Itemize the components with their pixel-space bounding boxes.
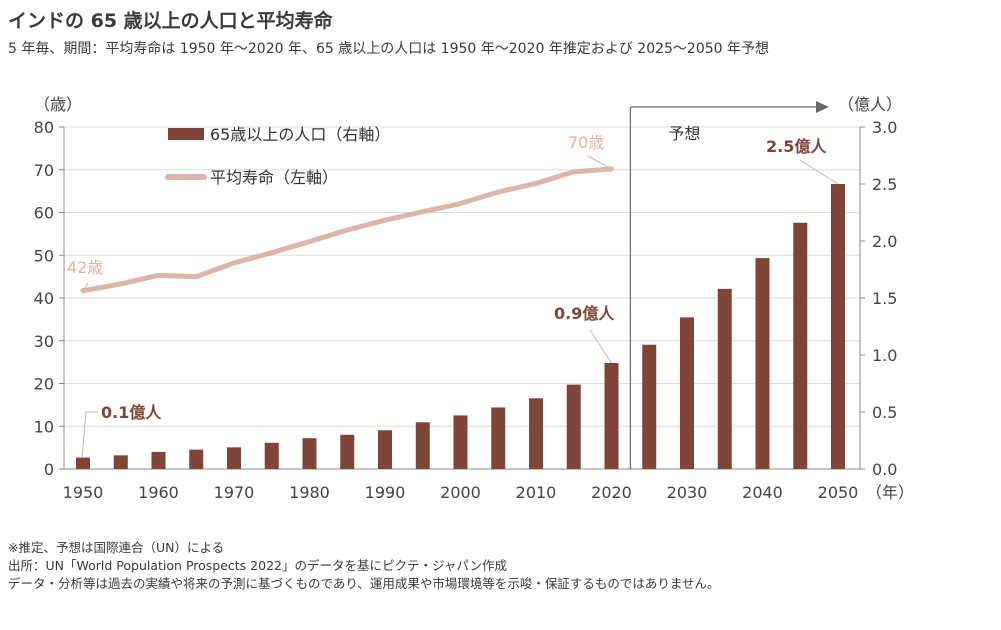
bar <box>378 430 392 469</box>
annotation-bar-2020-leader <box>589 329 612 364</box>
bar <box>491 407 506 469</box>
annotation-life-1950-leader <box>82 282 89 292</box>
x-tick-label: 2020 <box>591 483 632 502</box>
bar <box>415 422 430 469</box>
forecast-label: 予想 <box>668 124 700 143</box>
footnote-disclaimer: データ・分析等は過去の実績や将来の予測に基づくものであり、運用成果や市場環境等を… <box>8 576 720 591</box>
left-tick-label: 30 <box>34 332 54 351</box>
left-axis-unit: （歳） <box>34 95 82 114</box>
x-tick-label: 2040 <box>742 483 783 502</box>
right-tick-label: 2.5 <box>872 175 897 194</box>
bar <box>113 455 128 469</box>
x-tick-label: 1960 <box>138 483 179 502</box>
bar <box>227 447 241 469</box>
x-tick-label: 1980 <box>289 483 330 502</box>
bar <box>642 344 657 469</box>
left-tick-label: 50 <box>34 246 54 265</box>
chart-title: インドの 65 歳以上の人口と平均寿命 <box>8 10 333 32</box>
chart: 010203040506070800.00.51.01.52.02.53.019… <box>34 95 914 502</box>
bar <box>831 184 845 469</box>
bar <box>717 288 732 469</box>
annotation-life-2020: 70歳 <box>568 133 604 152</box>
x-tick-label: 1950 <box>63 483 104 502</box>
annotation-life-2020-leader <box>587 155 612 170</box>
legend-label-bar: 65歳以上の人口（右軸） <box>210 125 390 144</box>
annotation-bar-1950: 0.1億人 <box>101 403 162 422</box>
left-tick-label: 10 <box>34 417 54 436</box>
bar <box>76 457 90 469</box>
footnote-source: 出所：UN「World Population Prospects 2022」のデ… <box>8 558 507 573</box>
x-tick-label: 1990 <box>365 483 406 502</box>
right-tick-label: 1.0 <box>872 346 897 365</box>
right-tick-label: 0.5 <box>872 403 897 422</box>
bar <box>302 438 317 469</box>
left-tick-label: 60 <box>34 204 54 223</box>
bar <box>529 398 543 469</box>
annotation-bar-2050-leader <box>799 159 839 185</box>
legend: 65歳以上の人口（右軸） 平均寿命（左軸） <box>165 125 390 187</box>
right-tick-label: 0.0 <box>872 460 897 479</box>
forecast-marker: 予想 <box>629 101 829 469</box>
bar <box>793 222 808 469</box>
bar <box>755 258 770 469</box>
line-series <box>80 166 614 294</box>
x-tick-label: 2050 <box>818 483 859 502</box>
x-tick-label: 2010 <box>516 483 557 502</box>
annotations: 42歳 70歳 0.1億人 0.9億人 2.5億人 <box>67 133 839 458</box>
bar-series <box>76 184 845 469</box>
bar <box>566 384 581 469</box>
left-tick-label: 80 <box>34 118 54 137</box>
right-tick-label: 1.5 <box>872 289 897 308</box>
chart-subtitle: 5 年毎、期間：平均寿命は 1950 年～2020 年、65 歳以上の人口は 1… <box>8 41 769 57</box>
x-axis-unit: （年） <box>866 483 914 502</box>
x-tick-label: 2000 <box>440 483 481 502</box>
left-tick-label: 0 <box>44 460 54 479</box>
annotation-bar-2020: 0.9億人 <box>554 304 615 323</box>
bar <box>680 317 694 469</box>
bar <box>264 442 279 469</box>
left-tick-label: 40 <box>34 289 54 308</box>
annotation-life-1950: 42歳 <box>67 258 103 277</box>
footnotes: ※推定、予想は国際連合（UN）による 出所：UN「World Populatio… <box>8 539 720 593</box>
life-expectancy-line <box>80 166 614 294</box>
bar <box>453 415 468 469</box>
tick-labels: 010203040506070800.00.51.01.52.02.53.019… <box>34 118 898 502</box>
bar <box>340 434 355 469</box>
right-axis-unit: （億人） <box>838 95 902 114</box>
annotation-bar-1950-leader <box>81 411 98 458</box>
left-tick-label: 20 <box>34 375 54 394</box>
right-tick-label: 3.0 <box>872 118 897 137</box>
x-tick-label: 1970 <box>214 483 255 502</box>
bar <box>604 362 619 469</box>
legend-label-line: 平均寿命（左軸） <box>210 168 338 187</box>
right-tick-label: 2.0 <box>872 232 897 251</box>
bar <box>189 449 204 469</box>
annotation-bar-2050: 2.5億人 <box>766 137 827 156</box>
left-tick-label: 70 <box>34 161 54 180</box>
footnote-estimate: ※推定、予想は国際連合（UN）による <box>8 540 225 555</box>
forecast-arrow-head-icon <box>816 101 829 113</box>
x-tick-label: 2030 <box>667 483 708 502</box>
bar <box>151 451 166 469</box>
legend-swatch-bar <box>168 128 204 140</box>
